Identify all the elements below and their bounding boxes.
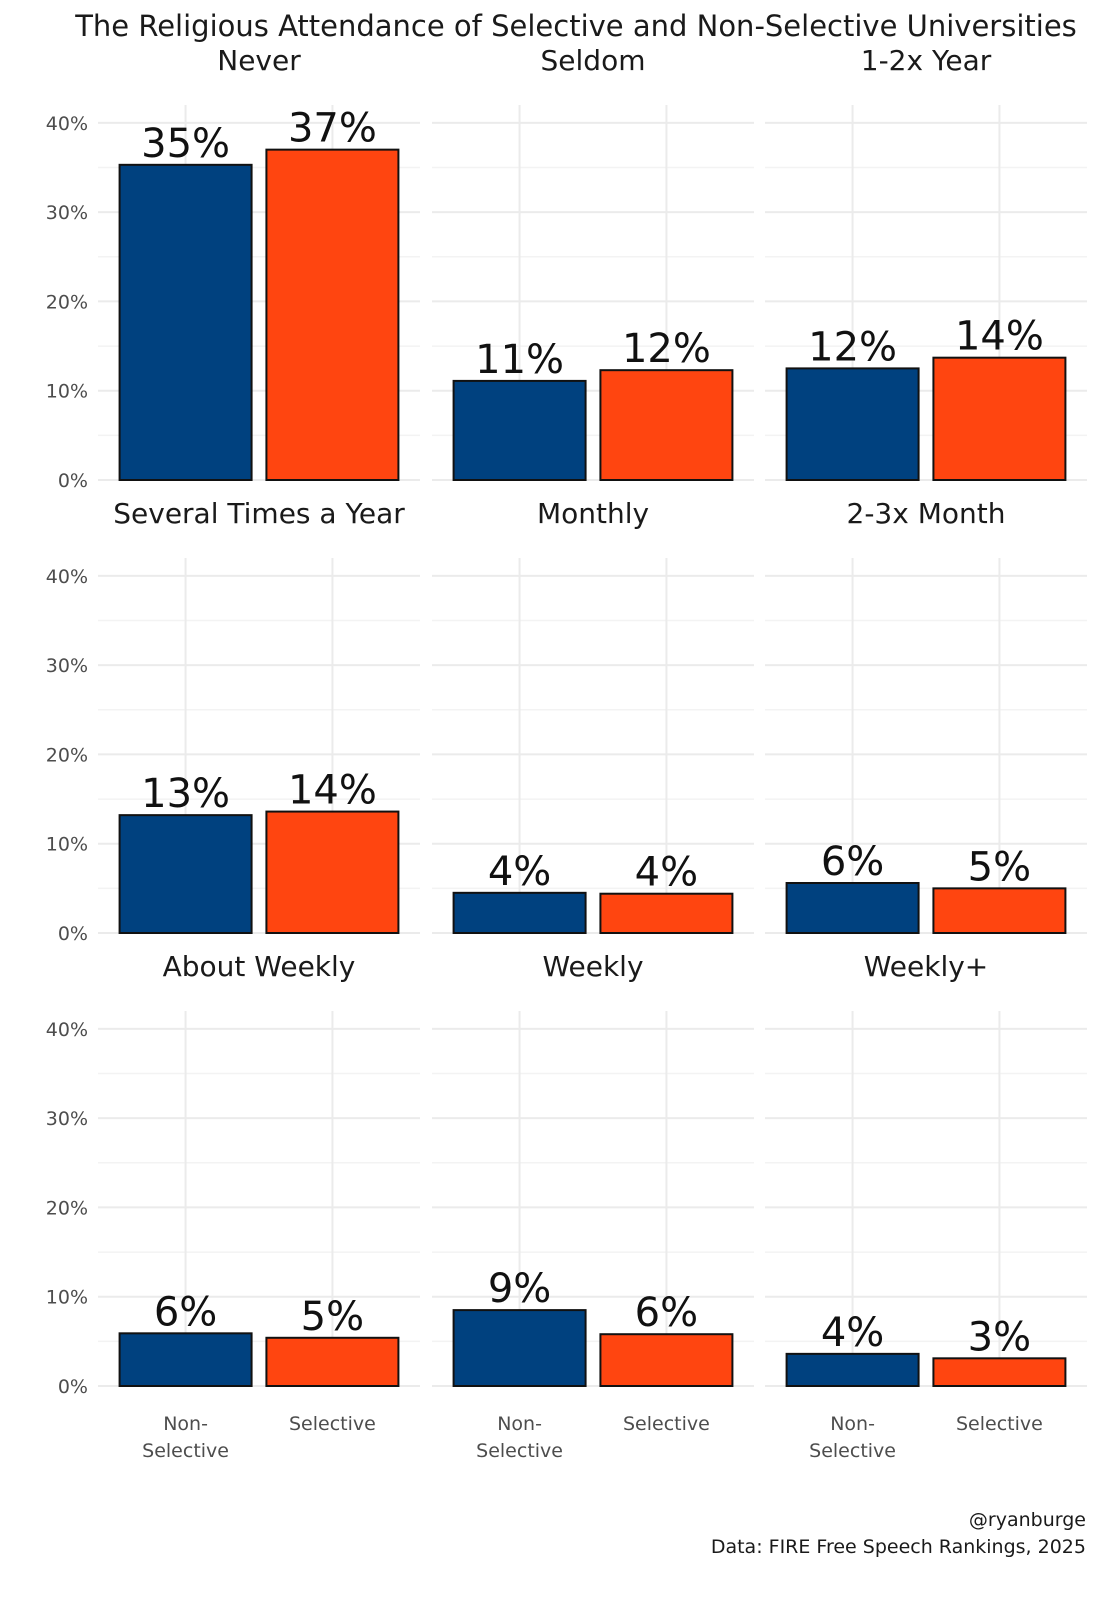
facet-title: 1-2x Year [861, 44, 992, 77]
x-tick-label-line: Selective [142, 1440, 229, 1462]
bar-selective [932, 1357, 1067, 1387]
bar-value-label: 14% [288, 768, 377, 814]
y-tick-label: 10% [46, 381, 88, 403]
bar-value-label: 13% [141, 771, 230, 817]
bar-value-label: 4% [635, 850, 698, 896]
facet-panel-weekly: Weekly 9% 6% Non- Selective Selective [432, 950, 754, 1462]
chart-caption: @ryanburge Data: FIRE Free Speech Ranking… [711, 1509, 1086, 1558]
bar-value-label: 9% [488, 1266, 551, 1312]
bar-non-selective [452, 379, 587, 481]
facet-title: Several Times a Year [113, 497, 405, 530]
x-tick-label: Selective [289, 1413, 376, 1435]
x-tick-label-line: Selective [956, 1413, 1043, 1435]
facet-panel-about-weekly: About Weekly 0% 10% 20% 30% 40% 6% 5% Non- Select… [46, 950, 420, 1462]
y-tick-label: 20% [46, 291, 88, 313]
bar-non-selective [785, 1352, 920, 1388]
x-tick-label-line: Non- [497, 1413, 542, 1435]
bar-value-label: 12% [808, 324, 897, 370]
x-tick-label-line: Selective [476, 1440, 563, 1462]
y-tick-label: 40% [46, 566, 88, 588]
bar-selective [265, 148, 400, 481]
bar-value-label: 6% [154, 1289, 217, 1335]
facet-panel-weekly-: Weekly+ 4% 3% Non- Selective Selective [765, 950, 1087, 1462]
bar-value-label: 5% [968, 844, 1031, 890]
facet-panel-2-3x-month: 2-3x Month 6% 5% [765, 497, 1087, 934]
bar-non-selective [785, 882, 920, 934]
y-tick-label: 10% [46, 834, 88, 856]
facet-panel-never: Never 0% 10% 20% 30% 40% 35% 37% [46, 44, 420, 492]
bar-non-selective [118, 814, 253, 935]
x-tick-label-line: Selective [809, 1440, 896, 1462]
x-tick-label: Non- Selective [476, 1413, 563, 1462]
bar-value-label: 4% [821, 1310, 884, 1356]
caption-source: Data: FIRE Free Speech Rankings, 2025 [711, 1536, 1086, 1558]
chart-title: The Religious Attendance of Selective an… [74, 9, 1077, 43]
caption-handle: @ryanburge [969, 1509, 1086, 1531]
bar-value-label: 3% [968, 1314, 1031, 1360]
facet-panel-1-2x-year: 1-2x Year 12% 14% [765, 44, 1087, 481]
y-tick-label: 0% [58, 923, 88, 945]
bar-selective [932, 356, 1067, 481]
bar-non-selective [452, 891, 587, 934]
bar-non-selective [118, 1332, 253, 1387]
facet-title: 2-3x Month [847, 497, 1006, 530]
x-tick-label-line: Non- [830, 1413, 875, 1435]
bar-selective [265, 1336, 400, 1388]
x-tick-label: Non- Selective [142, 1413, 229, 1462]
facet-title: Weekly+ [864, 950, 989, 983]
bar-selective [932, 887, 1067, 934]
facet-title: About Weekly [163, 950, 356, 983]
facet-title: Monthly [537, 497, 649, 530]
y-tick-label: 30% [46, 1108, 88, 1130]
x-tick-label-line: Non- [163, 1413, 208, 1435]
bar-non-selective [452, 1309, 587, 1388]
facet-title: Weekly [542, 950, 643, 983]
facet-title: Never [217, 44, 301, 77]
x-tick-label: Selective [956, 1413, 1043, 1435]
y-tick-label: 10% [46, 1287, 88, 1309]
y-tick-label: 40% [46, 1019, 88, 1041]
y-tick-label: 20% [46, 744, 88, 766]
y-tick-label: 40% [46, 113, 88, 135]
bar-value-label: 35% [141, 121, 230, 167]
x-tick-label: Non- Selective [809, 1413, 896, 1462]
bar-value-label: 37% [288, 106, 377, 152]
facet-panel-seldom: Seldom 11% 12% [432, 44, 754, 481]
x-tick-label-line: Selective [289, 1413, 376, 1435]
x-tick-label-line: Selective [623, 1413, 710, 1435]
facet-panel-several-times-a-year: Several Times a Year 0% 10% 20% 30% 40% 13% 14% [46, 497, 420, 945]
y-tick-label: 0% [58, 470, 88, 492]
bar-selective [265, 810, 400, 934]
bar-selective [599, 1333, 734, 1387]
bar-selective [599, 369, 734, 481]
bar-value-label: 14% [955, 314, 1044, 360]
y-tick-label: 30% [46, 202, 88, 224]
y-tick-label: 30% [46, 655, 88, 677]
y-tick-label: 20% [46, 1197, 88, 1219]
bar-value-label: 6% [635, 1290, 698, 1336]
facet-title: Seldom [541, 44, 646, 77]
bar-value-label: 11% [475, 337, 564, 383]
bar-non-selective [785, 367, 920, 481]
x-tick-label: Selective [623, 1413, 710, 1435]
bar-value-label: 4% [488, 849, 551, 895]
bar-selective [599, 892, 734, 935]
bar-value-label: 12% [622, 326, 711, 372]
facet-panel-monthly: Monthly 4% 4% [432, 497, 754, 935]
bar-value-label: 6% [821, 839, 884, 885]
y-tick-label: 0% [58, 1376, 88, 1398]
bar-value-label: 5% [301, 1294, 364, 1340]
bar-non-selective [118, 163, 253, 481]
